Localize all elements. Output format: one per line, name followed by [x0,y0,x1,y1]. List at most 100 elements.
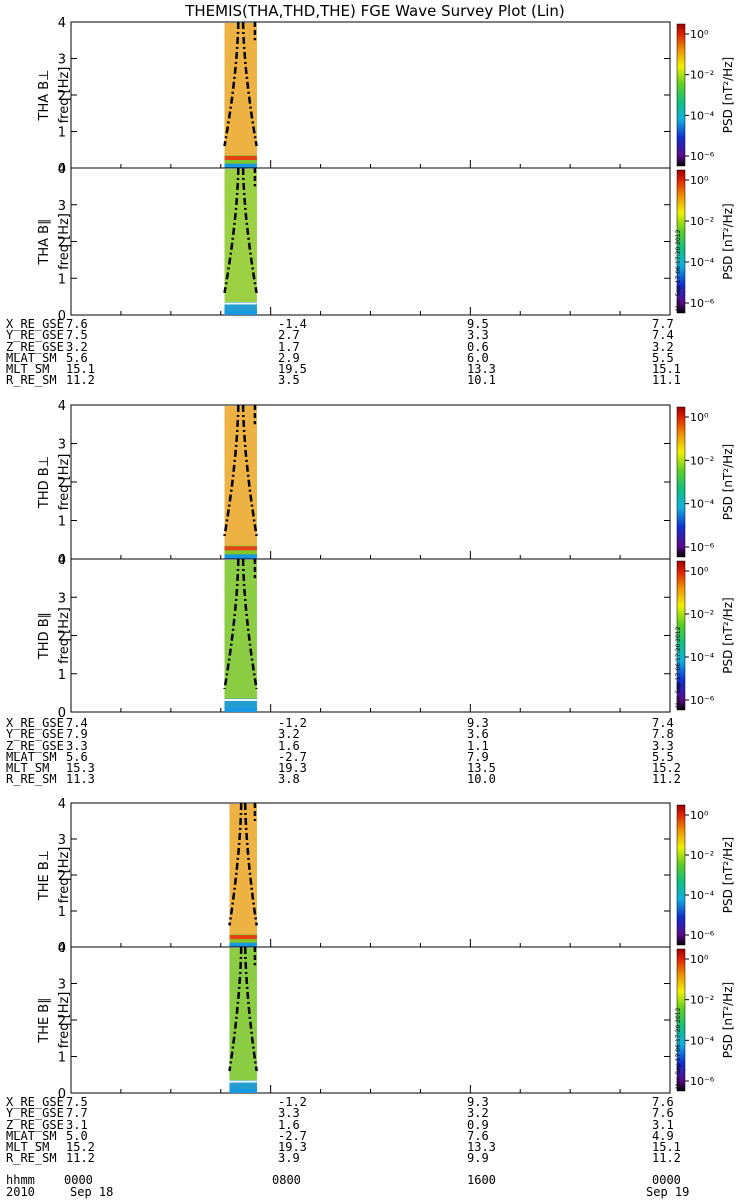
footer-date-end: Sep 19 [646,1185,690,1199]
ephemeris-value: 10.1 [467,373,496,388]
ephemeris-value: -2.7 [278,1128,307,1143]
ephemeris-value: 5.6 [66,749,88,764]
y-tick-label: 2 [58,89,66,104]
colorbar-tick-label: 10⁻⁶ [690,929,715,942]
ephemeris-value: 7.6 [66,317,88,331]
ephemeris-row-name: Y_RE_GSE [6,328,64,343]
ephemeris-value: 15.1 [66,362,95,377]
colorbar-label: PSD [nT²/Hz] [721,982,735,1058]
cyclotron-curve-right [243,802,258,926]
ephemeris-row: MLAT_SM 5.0 -2.7 7.6 4.9 [6,1128,706,1143]
ephemeris-value: 7.6 [467,1128,489,1143]
y-tick-label: 4 [58,941,66,956]
colorbar-label: PSD [nT²/Hz] [721,57,735,133]
ephemeris-row-name: Y_RE_GSE [6,727,64,742]
y-tick-label: 2 [58,630,66,645]
ephemeris-value: 2.9 [278,350,300,365]
y-tick-label: 1 [58,905,66,920]
ephemeris-value: 3.2 [66,339,88,354]
timestamp-label: Mon Sep 17 06:17:20 2012 [675,626,682,708]
ephemeris-value: 15.1 [652,362,681,377]
ephemeris-value: 15.2 [66,1140,95,1155]
colorbar-tick-label: 10⁰ [690,411,709,424]
ephemeris-table-tha: X_RE_GSE 7.6 -1.4 9.5 7.7 Y_RE_GSE 7.5 2.7 3.3 7.… [6,317,706,388]
colorbar-tick-label: 10⁰ [690,809,709,822]
ephemeris-value: -1.2 [278,716,307,730]
ephemeris-table-the: X_RE_GSE 7.5 -1.2 9.3 7.6 Y_RE_GSE 7.7 3.3 3.2 7.… [6,1095,706,1166]
y-tick-label: 2 [58,236,66,251]
y-axis-label: freq [Hz] [57,607,72,664]
spectrogram-panel: 0 1 2 3 4 THE B⊥ freq [Hz] 10⁰ 10⁻² 10⁻⁴ 10⁻⁶ PSD [… [37,797,735,956]
ephemeris-value: 4.9 [652,1128,674,1143]
emission-line [224,546,257,551]
ephemeris-value: 15.3 [66,761,95,776]
ephemeris-row: X_RE_GSE 7.4 -1.2 9.3 7.4 [6,716,706,730]
ephemeris-row: Y_RE_GSE 7.7 3.3 3.2 7.6 [6,1106,706,1121]
footer-year-label: 2010 [6,1185,35,1199]
ephemeris-value: 9.9 [467,1151,489,1166]
colorbar-tick-label: 10⁻² [690,454,714,467]
y-tick-label: 3 [58,978,66,993]
ephemeris-value: 7.9 [66,727,88,742]
y-tick-label: 2 [58,1014,66,1029]
ephemeris-value: 1.6 [278,1117,300,1132]
emission-line [229,1080,257,1083]
ephemeris-value: 9.5 [467,317,489,331]
ephemeris-row-name: R_RE_SM [6,373,57,388]
emission-line [224,698,257,701]
colorbar-tick-label: 10⁻² [690,849,714,862]
y-tick-label: 3 [58,199,66,214]
colorbar-tick-label: 10⁻⁴ [690,498,715,511]
colorbar-tick-label: 10⁻⁴ [690,1034,715,1047]
ephemeris-value: 2.7 [278,328,300,343]
cyclotron-curve-left [228,802,243,926]
ephemeris-value: 7.7 [652,317,674,331]
ephemeris-row-name: X_RE_GSE [6,716,64,730]
footer-tick-1: 0800 [272,1173,301,1187]
colorbar-tick-label: 10⁻² [690,215,714,228]
ephemeris-value: 1.1 [467,738,489,753]
emission-line [224,155,257,160]
spectrogram-texture [224,169,257,314]
y-axis-label: freq [Hz] [57,847,72,904]
ephemeris-row-name: MLAT_SM [6,749,57,764]
ephemeris-row: Z_RE_GSE 3.3 1.6 1.1 3.3 [6,738,706,753]
ephemeris-table-thd: X_RE_GSE 7.4 -1.2 9.3 7.4 Y_RE_GSE 7.9 3.2 3.6 7.… [6,716,706,787]
ephemeris-row: R_RE_SM 11.3 3.8 10.0 11.2 [6,772,706,787]
y-tick-label: 2 [58,869,66,884]
cyclotron-curve-right [241,167,258,294]
y-tick-label: 4 [58,553,66,568]
y-tick-label: 4 [58,797,66,812]
time-axis-footer: hhmm 0000 0800 1600 0000 2010 Sep 18 Sep… [6,1174,746,1198]
ephemeris-value: 0.6 [467,339,489,354]
spectrogram-texture [224,23,257,167]
spectrogram-texture [224,406,257,558]
ephemeris-value: 5.6 [66,350,88,365]
ephemeris-value: -2.7 [278,749,307,764]
colorbar-tick-label: 10⁻² [690,994,714,1007]
ephemeris-value: 3.2 [467,1106,489,1121]
ephemeris-row-name: X_RE_GSE [6,1095,64,1109]
footer-tick-0: 0000 [64,1173,93,1187]
ephemeris-row: X_RE_GSE 7.5 -1.2 9.3 7.6 [6,1095,706,1109]
colorbar-tick-label: 10⁻⁴ [690,889,715,902]
ephemeris-row-name: MLAT_SM [6,350,57,365]
colorbar-tick-label: 10⁰ [690,565,709,578]
ephemeris-value: 11.2 [652,1151,681,1166]
panel-label: THA B∥ [37,218,52,265]
y-tick-label: 4 [58,16,66,31]
cyclotron-curve-left [223,167,240,294]
y-tick-label: 0 [58,553,66,568]
ephemeris-row-name: Z_RE_GSE [6,1117,64,1132]
ephemeris-value: 3.2 [652,339,674,354]
ephemeris-value: 11.2 [652,772,681,787]
ephemeris-row: Z_RE_GSE 3.2 1.7 0.6 3.2 [6,339,706,354]
ephemeris-row-name: X_RE_GSE [6,317,64,331]
y-tick-label: 1 [58,272,66,287]
ephemeris-row-name: Z_RE_GSE [6,738,64,753]
ephemeris-row: MLT_SM 15.1 19.5 13.3 15.1 [6,362,706,377]
y-tick-label: 0 [58,1087,66,1102]
colorbar-label: PSD [nT²/Hz] [721,837,735,913]
ephemeris-value: 3.9 [278,1151,300,1166]
